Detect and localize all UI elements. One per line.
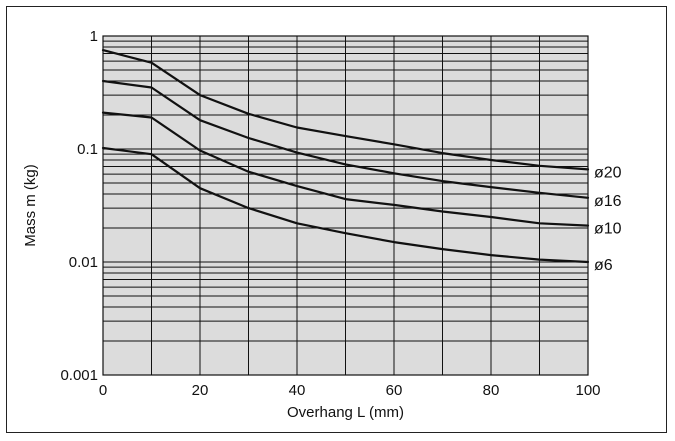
x-tick-label: 80 bbox=[483, 382, 500, 399]
x-axis-title: Overhang L (mm) bbox=[287, 404, 404, 421]
x-tick-label: 40 bbox=[289, 382, 306, 399]
series-label: ø10 bbox=[594, 221, 622, 238]
y-tick-label: 0.001 bbox=[60, 367, 98, 384]
x-tick-label: 20 bbox=[192, 382, 209, 399]
y-tick-label: 1 bbox=[90, 28, 98, 45]
series-label: ø6 bbox=[594, 257, 613, 274]
series-line bbox=[101, 48, 590, 171]
series-label: ø20 bbox=[594, 164, 622, 181]
series-line bbox=[101, 111, 590, 227]
y-axis-title: Mass m (kg) bbox=[22, 164, 39, 247]
x-tick-label: 60 bbox=[386, 382, 403, 399]
series-line bbox=[101, 146, 590, 264]
y-tick-label: 0.1 bbox=[77, 141, 98, 158]
x-tick-label: 100 bbox=[575, 382, 600, 399]
series-line bbox=[101, 79, 590, 199]
y-tick-label: 0.01 bbox=[69, 254, 98, 271]
series-label: ø16 bbox=[594, 193, 622, 210]
x-tick-label: 0 bbox=[99, 382, 107, 399]
plot-border bbox=[102, 35, 589, 376]
